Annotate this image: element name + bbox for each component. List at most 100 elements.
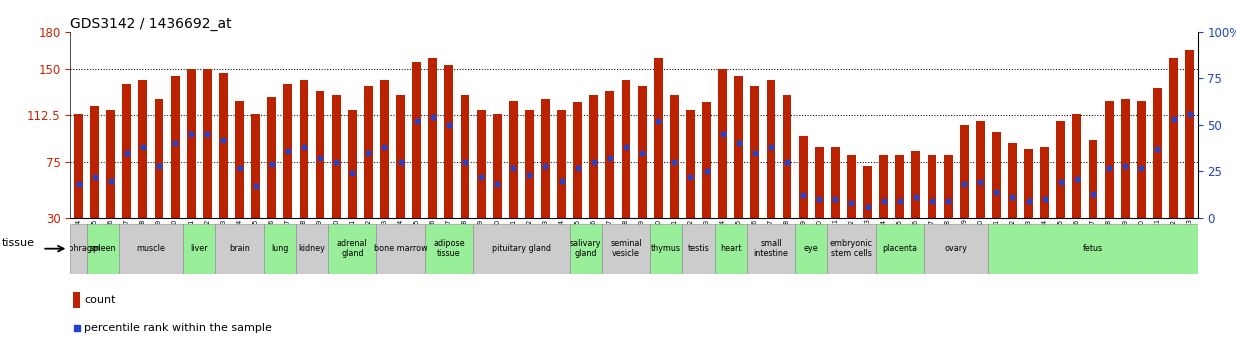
- Bar: [70, 223, 87, 274]
- Bar: [187, 69, 195, 218]
- Bar: [875, 223, 925, 274]
- Bar: [766, 80, 775, 218]
- Bar: [993, 132, 1001, 218]
- Bar: [782, 95, 791, 218]
- Bar: [509, 101, 518, 218]
- Bar: [827, 223, 875, 274]
- Bar: [1025, 149, 1033, 218]
- Text: lung: lung: [271, 244, 288, 253]
- Bar: [960, 125, 969, 218]
- Bar: [328, 223, 377, 274]
- Bar: [702, 103, 711, 218]
- Bar: [122, 84, 131, 218]
- Bar: [363, 86, 373, 218]
- Text: small
intestine: small intestine: [754, 239, 789, 258]
- Bar: [87, 223, 119, 274]
- Bar: [90, 106, 99, 218]
- Bar: [413, 62, 421, 218]
- Bar: [283, 84, 292, 218]
- Bar: [183, 223, 215, 274]
- Bar: [686, 110, 695, 218]
- Text: thymus: thymus: [651, 244, 681, 253]
- Bar: [154, 99, 163, 218]
- Bar: [203, 69, 211, 218]
- Bar: [570, 223, 602, 274]
- Text: fetus: fetus: [1083, 244, 1103, 253]
- Bar: [1105, 101, 1114, 218]
- Bar: [1009, 143, 1017, 218]
- Text: ovary: ovary: [944, 244, 968, 253]
- Bar: [1041, 147, 1049, 218]
- Bar: [590, 95, 598, 218]
- Bar: [795, 223, 827, 274]
- Bar: [718, 69, 727, 218]
- Bar: [235, 101, 243, 218]
- Bar: [734, 76, 743, 218]
- Bar: [1057, 121, 1065, 218]
- Bar: [927, 154, 937, 218]
- Bar: [473, 223, 570, 274]
- Bar: [74, 114, 83, 218]
- Bar: [119, 223, 183, 274]
- Bar: [477, 110, 486, 218]
- Bar: [315, 91, 325, 218]
- Text: tissue: tissue: [1, 238, 35, 247]
- Bar: [331, 95, 341, 218]
- Bar: [73, 292, 80, 308]
- Bar: [622, 80, 630, 218]
- Bar: [989, 223, 1198, 274]
- Text: bone marrow: bone marrow: [373, 244, 428, 253]
- Bar: [714, 223, 747, 274]
- Bar: [377, 223, 425, 274]
- Bar: [1153, 88, 1162, 218]
- Text: percentile rank within the sample: percentile rank within the sample: [84, 323, 272, 333]
- Text: GDS3142 / 1436692_at: GDS3142 / 1436692_at: [70, 17, 232, 31]
- Text: placenta: placenta: [883, 244, 917, 253]
- Text: testis: testis: [687, 244, 709, 253]
- Bar: [171, 76, 179, 218]
- Bar: [1073, 114, 1082, 218]
- Bar: [670, 95, 679, 218]
- Bar: [215, 223, 263, 274]
- Bar: [798, 136, 807, 218]
- Bar: [574, 103, 582, 218]
- Bar: [425, 223, 473, 274]
- Bar: [1089, 140, 1098, 218]
- Bar: [525, 110, 534, 218]
- Bar: [895, 154, 905, 218]
- Bar: [138, 80, 147, 218]
- Bar: [847, 154, 855, 218]
- Bar: [461, 95, 470, 218]
- Bar: [295, 223, 328, 274]
- Bar: [863, 166, 871, 218]
- Bar: [299, 80, 308, 218]
- Bar: [106, 110, 115, 218]
- Bar: [747, 223, 795, 274]
- Bar: [1137, 101, 1146, 218]
- Bar: [1121, 99, 1130, 218]
- Text: brain: brain: [229, 244, 250, 253]
- Text: count: count: [84, 295, 116, 305]
- Bar: [429, 58, 438, 218]
- Bar: [750, 86, 759, 218]
- Text: diaphragm: diaphragm: [57, 244, 100, 253]
- Bar: [815, 147, 823, 218]
- Text: liver: liver: [190, 244, 208, 253]
- Bar: [251, 114, 260, 218]
- Text: eye: eye: [803, 244, 818, 253]
- Text: kidney: kidney: [299, 244, 325, 253]
- Bar: [925, 223, 989, 274]
- Bar: [638, 86, 646, 218]
- Bar: [654, 58, 662, 218]
- Text: pituitary gland: pituitary gland: [492, 244, 551, 253]
- Bar: [267, 97, 276, 218]
- Bar: [1169, 58, 1178, 218]
- Text: spleen: spleen: [89, 244, 116, 253]
- Text: muscle: muscle: [136, 244, 166, 253]
- Bar: [831, 147, 839, 218]
- Bar: [602, 223, 650, 274]
- Bar: [493, 114, 502, 218]
- Text: adrenal
gland: adrenal gland: [337, 239, 367, 258]
- Bar: [1185, 50, 1194, 218]
- Bar: [879, 154, 889, 218]
